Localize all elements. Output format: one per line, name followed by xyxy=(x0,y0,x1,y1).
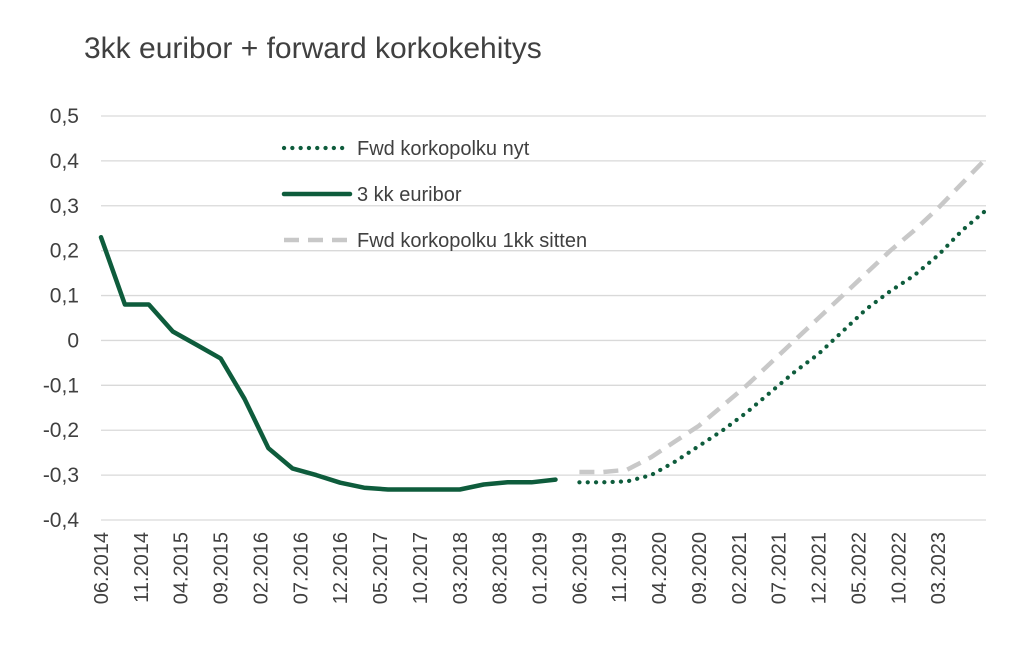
x-tick-label: 12.2016 xyxy=(330,532,352,604)
y-axis-ticks: 0,5 0,4 0,3 0,2 0,1 0 -0,1 -0,2 -0,3 -0,4 xyxy=(43,105,80,532)
x-tick-label: 05.2022 xyxy=(848,532,870,604)
legend-label-1: Fwd korkopolku nyt xyxy=(357,138,530,160)
y-tick-label: 0,1 xyxy=(50,285,79,308)
series-lines xyxy=(98,157,989,492)
x-tick-label: 02.2021 xyxy=(729,532,751,604)
legend: Fwd korkopolku nyt 3 kk euribor Fwd korkop… xyxy=(281,138,587,252)
x-tick-label: 02.2016 xyxy=(250,532,272,604)
x-tick-label: 11.2019 xyxy=(609,532,631,603)
x-tick-label: 07.2016 xyxy=(290,532,312,604)
y-tick-label: 0,5 xyxy=(50,105,79,128)
series-line-2 xyxy=(98,234,558,492)
legend-label-3: Fwd korkopolku 1kk sitten xyxy=(357,230,587,252)
y-tick-label: -0,2 xyxy=(43,419,79,442)
y-tick-label: 0,2 xyxy=(50,240,79,263)
x-tick-label: 12.2021 xyxy=(809,532,831,604)
x-tick-label: 07.2021 xyxy=(769,532,791,604)
chart-title: 3kk euribor + forward korkokehitys xyxy=(84,32,542,65)
y-tick-label: 0 xyxy=(67,329,79,352)
x-tick-label: 09.2015 xyxy=(211,532,233,604)
series-line-3 xyxy=(579,157,988,475)
x-tick-label: 11.2014 xyxy=(131,532,153,603)
y-tick-label: -0,4 xyxy=(43,509,80,532)
x-tick-label: 03.2018 xyxy=(450,532,472,604)
y-tick-label: -0,3 xyxy=(43,464,79,487)
x-axis-ticks: 06.2014 11.2014 04.2015 09.2015 02.2016 07.20… xyxy=(91,532,950,604)
y-tick-label: 0,4 xyxy=(50,150,80,173)
x-tick-label: 03.2023 xyxy=(928,532,950,604)
legend-label-2: 3 kk euribor xyxy=(357,184,462,206)
x-tick-label: 10.2022 xyxy=(888,532,910,604)
x-tick-label: 06.2019 xyxy=(569,532,591,604)
y-tick-label: -0,1 xyxy=(43,374,79,397)
x-tick-label: 08.2018 xyxy=(490,532,512,604)
x-tick-label: 09.2020 xyxy=(689,532,711,604)
series-line-1 xyxy=(577,208,989,485)
y-tick-label: 0,3 xyxy=(50,195,79,218)
x-tick-label: 01.2019 xyxy=(530,532,552,604)
x-tick-label: 06.2014 xyxy=(91,532,113,604)
x-tick-label: 04.2020 xyxy=(649,532,671,604)
x-tick-label: 05.2017 xyxy=(370,532,392,604)
x-tick-label: 10.2017 xyxy=(410,532,432,604)
x-tick-label: 04.2015 xyxy=(171,532,193,604)
grid-lines xyxy=(101,115,986,521)
